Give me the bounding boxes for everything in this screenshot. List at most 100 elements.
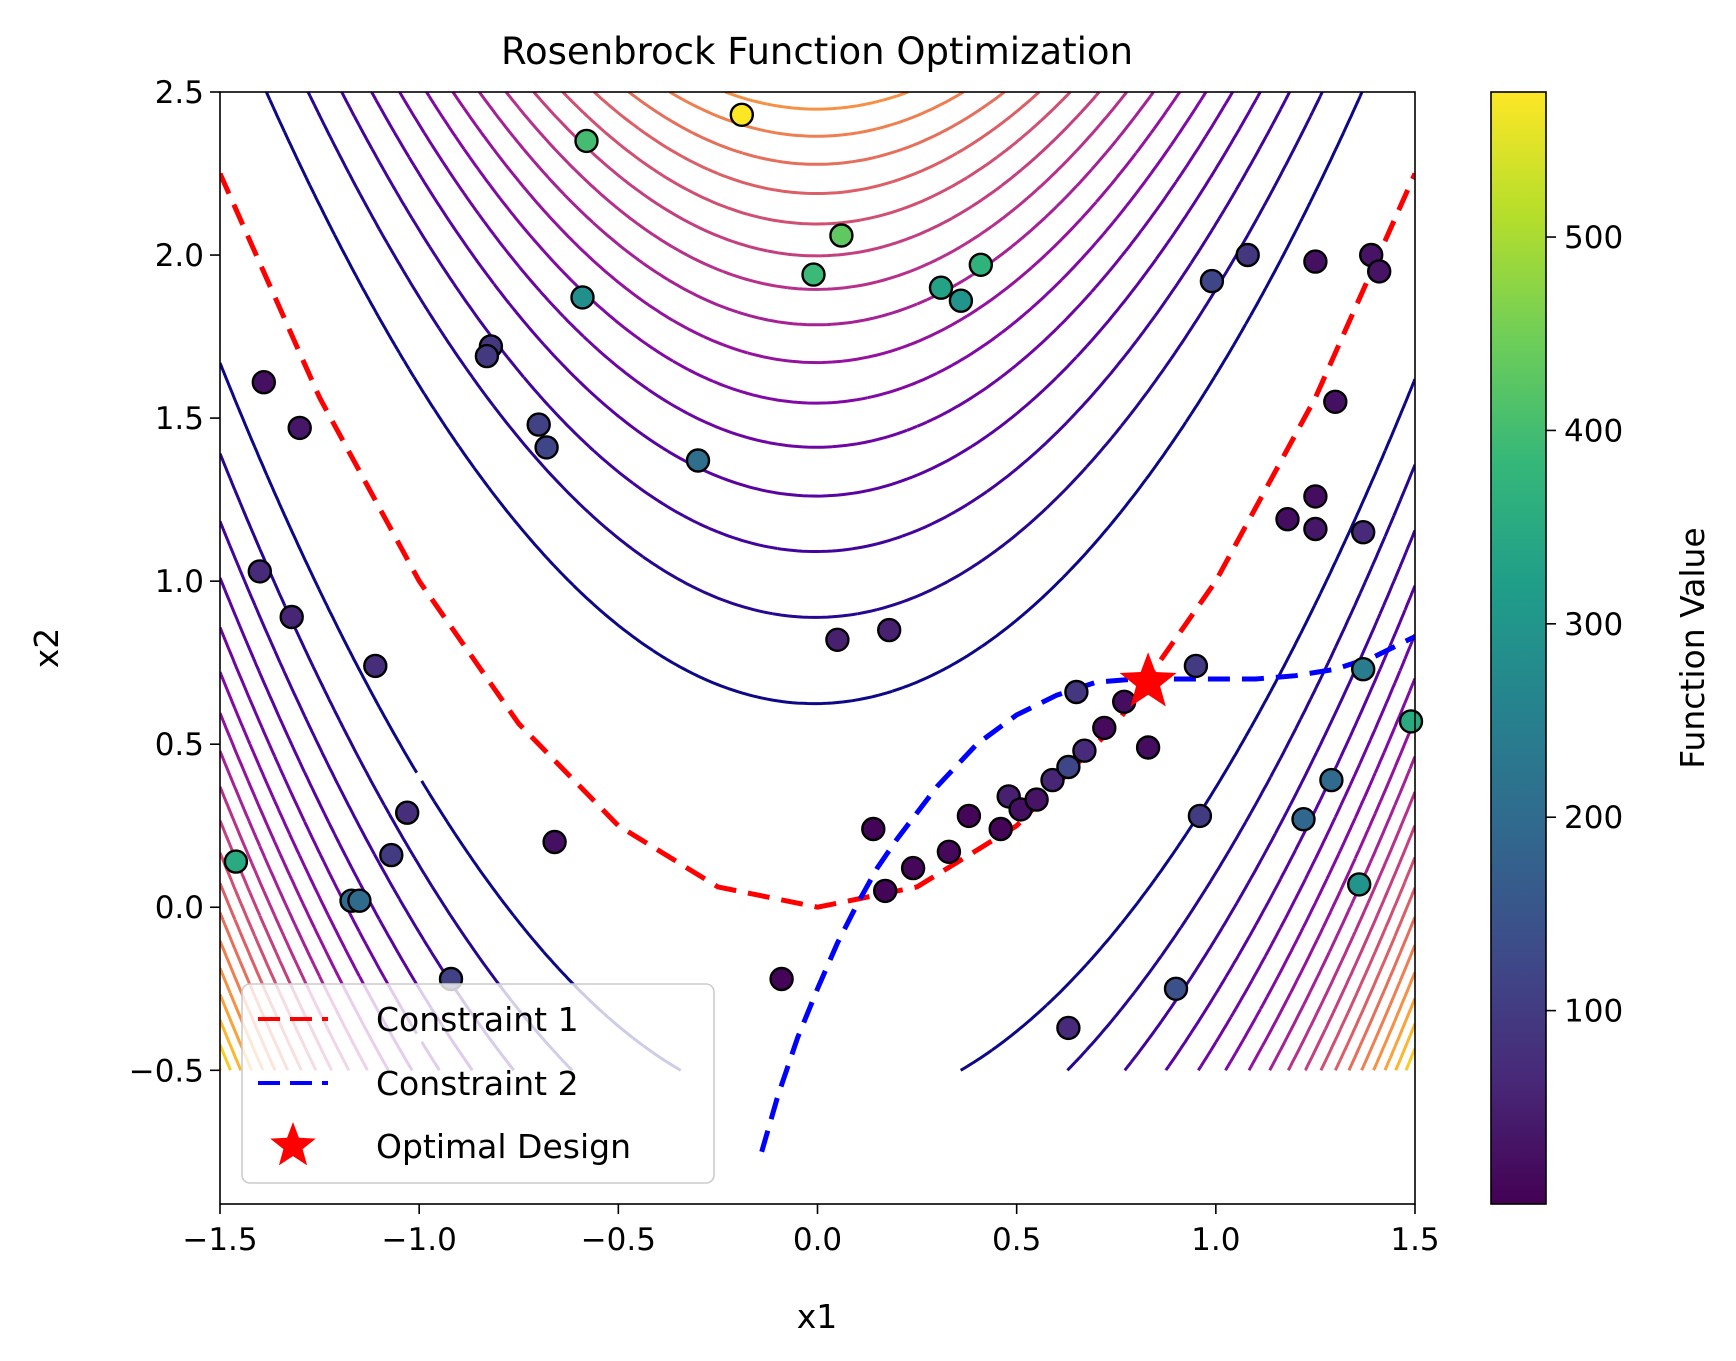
- sample-point: [1303, 484, 1328, 509]
- x-tick-label: −1.0: [382, 1222, 457, 1258]
- sample-point: [1366, 259, 1392, 284]
- x-tick-label: 0.5: [992, 1222, 1041, 1258]
- sample-point: [279, 604, 304, 630]
- sample-point: [526, 412, 551, 437]
- sample-point: [936, 839, 962, 864]
- colorbar-tick-label: 100: [1564, 994, 1623, 1030]
- sample-point: [1199, 268, 1225, 294]
- optimal-design-markers: [1119, 652, 1177, 707]
- contour-level-line: [220, 92, 1415, 1072]
- x-tick-label: −0.5: [581, 1222, 656, 1258]
- sample-point: [769, 966, 794, 992]
- optimal-design-star: [1119, 652, 1177, 707]
- sample-point: [988, 816, 1013, 842]
- sample-point: [1275, 507, 1300, 532]
- contour-level-line: [220, 92, 1415, 1072]
- sample-point: [801, 262, 826, 287]
- sample-point: [1187, 803, 1213, 829]
- colorbar-tick-label: 300: [1564, 607, 1623, 643]
- contour-level-line: [220, 92, 1415, 1071]
- colorbar-tick-label: 500: [1564, 220, 1623, 256]
- sample-point: [379, 842, 404, 868]
- constraint-line: [220, 172, 1415, 910]
- sample-point: [474, 343, 500, 369]
- y-tick-label: 1.5: [155, 401, 204, 437]
- y-tick-label: 2.5: [155, 75, 204, 111]
- sample-point: [928, 275, 954, 300]
- contour-lines: [220, 92, 1415, 1072]
- colorbar-tick-label: 400: [1564, 413, 1623, 449]
- x-tick-label: 1.5: [1390, 1222, 1439, 1258]
- x-axis-label: x1: [797, 1297, 838, 1336]
- sample-point: [873, 878, 898, 904]
- sample-point: [1092, 715, 1117, 741]
- contour-level-line: [220, 92, 1415, 1071]
- sample-point: [825, 627, 850, 652]
- contour-level-line: [220, 92, 1415, 1072]
- chart-title: Rosenbrock Function Optimization: [501, 30, 1133, 73]
- x-axis-ticks: −1.5 −1.0 −0.5 0.0 0.5 1.0 1.5: [182, 1204, 1440, 1258]
- sample-point: [1024, 787, 1049, 812]
- contour-level-line: [220, 92, 1415, 1071]
- y-tick-label: 2.0: [155, 238, 204, 274]
- contour-level-line: [220, 92, 1415, 1072]
- sample-point: [1350, 520, 1376, 545]
- sample-point: [861, 816, 886, 842]
- contour-level-line: [220, 92, 1415, 1072]
- constraint-lines: [220, 172, 1415, 1153]
- sample-point: [1072, 738, 1097, 763]
- sample-point: [1135, 735, 1161, 760]
- sample-point: [1323, 389, 1348, 414]
- sample-point: [1056, 754, 1081, 780]
- sample-point: [363, 653, 388, 679]
- legend-label-optimal-design: Optimal Design: [376, 1127, 631, 1166]
- legend-label-constraint-1: Constraint 1: [376, 1000, 579, 1039]
- sample-point: [347, 888, 372, 913]
- sample-point: [1291, 807, 1316, 832]
- y-axis-ticks: −0.5 0.0 0.5 1.0 1.5 2.0 2.5: [129, 75, 220, 1089]
- legend: Constraint 1 Constraint 2 Optimal Design: [241, 983, 715, 1184]
- y-axis-label: x2: [27, 628, 66, 669]
- sample-point: [574, 128, 599, 154]
- sample-point: [1350, 657, 1376, 682]
- sample-point: [948, 288, 974, 313]
- contour-level-line: [220, 92, 1415, 1072]
- colorbar-tick-label: 200: [1564, 800, 1623, 836]
- sample-point: [900, 855, 926, 881]
- y-tick-label: 1.0: [155, 564, 204, 600]
- sample-point: [1235, 242, 1260, 268]
- contour-level-line: [220, 92, 1415, 1071]
- contour-level-line: [220, 1019, 1415, 1071]
- sample-points: [223, 102, 1424, 1041]
- sample-point: [729, 102, 754, 128]
- y-tick-label: 0.5: [155, 727, 204, 763]
- sample-point: [1040, 767, 1065, 793]
- sample-point: [1346, 872, 1372, 897]
- sample-point: [877, 617, 902, 643]
- sample-point: [223, 849, 249, 874]
- y-tick-label: 0.0: [155, 890, 204, 926]
- sample-point: [1303, 516, 1328, 542]
- sample-point: [534, 435, 559, 460]
- sample-point: [395, 800, 420, 825]
- sample-point: [1319, 767, 1344, 793]
- sample-point: [1183, 653, 1209, 679]
- sample-point: [1303, 249, 1328, 274]
- contour-level-line: [220, 92, 1415, 1072]
- colorbar-gradient: [1490, 91, 1547, 1205]
- x-tick-label: 1.0: [1191, 1222, 1240, 1258]
- sample-point: [829, 223, 854, 248]
- x-tick-label: 0.0: [793, 1222, 842, 1258]
- sample-point: [1056, 1015, 1081, 1041]
- y-tick-label: −0.5: [129, 1053, 204, 1089]
- contour-level-line: [220, 92, 1415, 1071]
- sample-point: [1064, 679, 1089, 705]
- sample-point: [1398, 709, 1424, 734]
- constraint-line: [759, 634, 1415, 1153]
- contour-level-line: [220, 92, 1415, 1072]
- sample-point: [956, 803, 982, 829]
- colorbar: 100 200 300 400 500 Function Value: [1490, 91, 1712, 1205]
- sample-point: [251, 370, 276, 395]
- sample-point: [542, 829, 567, 855]
